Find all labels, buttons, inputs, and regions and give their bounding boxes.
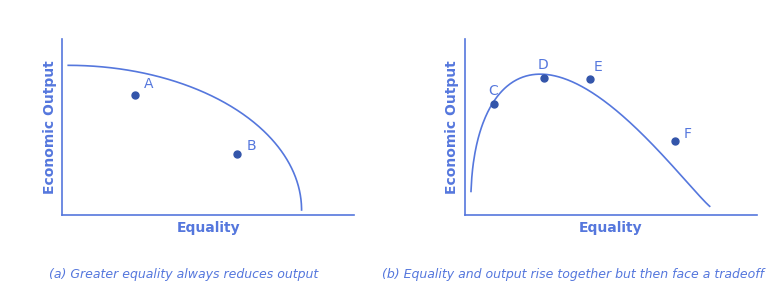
- Text: (b) Equality and output rise together but then face a tradeoff: (b) Equality and output rise together bu…: [382, 268, 764, 281]
- Y-axis label: Economic Output: Economic Output: [43, 60, 57, 194]
- Text: (a) Greater equality always reduces output: (a) Greater equality always reduces outp…: [48, 268, 318, 281]
- Text: D: D: [538, 58, 548, 72]
- Y-axis label: Economic Output: Economic Output: [445, 60, 459, 194]
- Text: B: B: [246, 139, 256, 153]
- Text: A: A: [144, 77, 154, 91]
- Text: C: C: [488, 84, 498, 98]
- Text: F: F: [684, 127, 692, 141]
- X-axis label: Equality: Equality: [579, 221, 643, 235]
- X-axis label: Equality: Equality: [176, 221, 240, 235]
- Text: E: E: [594, 60, 602, 74]
